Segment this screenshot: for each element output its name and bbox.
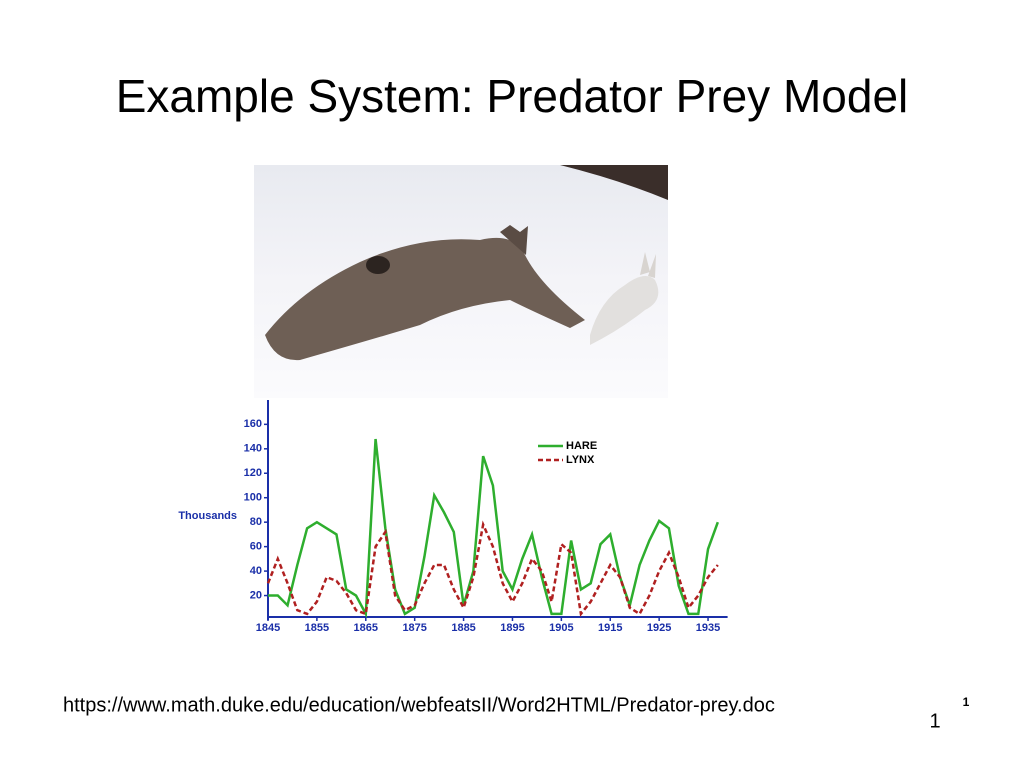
x-tick-label: 1905 [549,622,573,634]
y-tick-label: 140 [244,443,262,455]
series-line [268,438,719,619]
slide-title: Example System: Predator Prey Model [116,70,909,122]
legend-label: LYNX [566,454,595,466]
page-number: 1 [929,710,940,732]
x-tick-label: 1875 [402,622,426,634]
y-axis-label: Thousands [178,510,237,522]
x-tick-label: 1925 [647,622,671,634]
x-tick-label: 1865 [354,622,378,634]
y-tick-label: 40 [250,565,262,577]
photo [254,165,668,398]
x-tick-label: 1855 [305,622,329,634]
y-tick-label: 100 [244,492,262,504]
x-tick-label: 1935 [696,622,720,634]
source-url: https://www.math.duke.edu/education/webf… [63,694,775,716]
y-tick-label: 20 [250,589,262,601]
chart: 20 40 60 80 100 120 140 160 1845 1855 1865 1875 1885… [178,400,728,634]
legend-label: HARE [566,440,597,452]
y-tick-label: 80 [250,516,262,528]
x-tick-label: 1845 [256,622,280,634]
footnote-number: 1 [963,695,970,709]
x-tick-label: 1885 [451,622,475,634]
series-line [266,520,719,617]
y-tick-label: 160 [244,418,262,430]
x-tick-label: 1915 [598,622,622,634]
x-tick-label: 1895 [500,622,524,634]
y-tick-label: 60 [250,541,262,553]
y-tick-label: 120 [244,467,262,479]
